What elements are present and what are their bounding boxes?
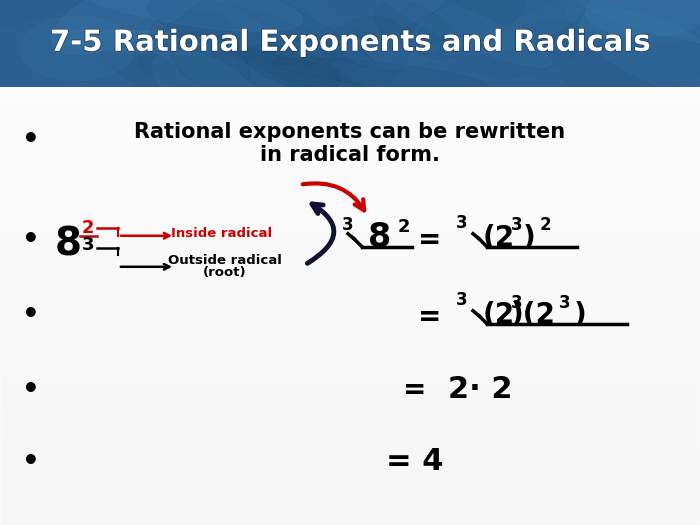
Ellipse shape [168, 0, 356, 51]
Text: 3: 3 [511, 294, 523, 312]
FancyArrowPatch shape [302, 183, 364, 211]
Ellipse shape [567, 0, 700, 42]
Text: = 4: = 4 [386, 447, 444, 477]
Text: •: • [22, 448, 40, 476]
Ellipse shape [139, 47, 363, 106]
Text: )(2: )(2 [510, 301, 555, 329]
Ellipse shape [99, 40, 198, 101]
Text: =: = [419, 226, 442, 254]
Ellipse shape [272, 58, 487, 91]
Ellipse shape [20, 16, 135, 81]
Text: Rational exponents can be rewritten: Rational exponents can be rewritten [134, 122, 566, 142]
Text: •: • [22, 125, 40, 154]
Ellipse shape [147, 0, 336, 66]
Text: 8: 8 [368, 221, 391, 254]
Text: •: • [22, 226, 40, 254]
Ellipse shape [230, 47, 386, 104]
Ellipse shape [585, 0, 700, 37]
Ellipse shape [345, 35, 436, 68]
Ellipse shape [572, 0, 700, 46]
Ellipse shape [398, 0, 575, 44]
Ellipse shape [51, 0, 210, 54]
Text: (2: (2 [483, 224, 515, 252]
Text: 2: 2 [398, 218, 410, 236]
FancyArrowPatch shape [307, 204, 334, 264]
Ellipse shape [374, 1, 452, 55]
Text: in radical form.: in radical form. [260, 145, 440, 165]
Text: 2: 2 [539, 216, 551, 234]
Text: 3: 3 [456, 291, 468, 309]
Text: 7-5 Rational Exponents and Radicals: 7-5 Rational Exponents and Radicals [50, 29, 650, 57]
Text: 8: 8 [55, 226, 81, 264]
Text: Outside radical: Outside radical [168, 254, 282, 267]
Text: (root): (root) [203, 266, 247, 279]
Ellipse shape [561, 35, 700, 94]
Text: 3: 3 [559, 294, 570, 312]
Ellipse shape [62, 0, 303, 32]
Ellipse shape [171, 32, 251, 92]
Text: =: = [419, 303, 442, 331]
Text: •: • [22, 376, 40, 404]
Text: 3: 3 [456, 214, 468, 232]
Ellipse shape [580, 9, 700, 96]
Text: 3: 3 [82, 236, 94, 254]
Text: Inside radical: Inside radical [172, 227, 272, 240]
Ellipse shape [50, 30, 230, 54]
Text: 2· 2: 2· 2 [448, 375, 512, 404]
Ellipse shape [0, 0, 96, 30]
Text: 3: 3 [511, 216, 523, 234]
Ellipse shape [473, 22, 584, 78]
Ellipse shape [183, 0, 375, 67]
Ellipse shape [244, 45, 340, 90]
Text: =: = [403, 376, 427, 404]
Ellipse shape [324, 17, 411, 87]
Ellipse shape [385, 0, 552, 67]
Text: •: • [22, 301, 40, 329]
Text: 2: 2 [82, 219, 94, 237]
Ellipse shape [150, 12, 230, 49]
Text: 3: 3 [342, 216, 354, 234]
Text: ): ) [523, 224, 536, 252]
Ellipse shape [414, 0, 585, 55]
Ellipse shape [153, 50, 258, 120]
Ellipse shape [416, 0, 525, 59]
Text: (2: (2 [483, 301, 515, 329]
Ellipse shape [272, 27, 371, 88]
Text: ): ) [573, 301, 587, 329]
